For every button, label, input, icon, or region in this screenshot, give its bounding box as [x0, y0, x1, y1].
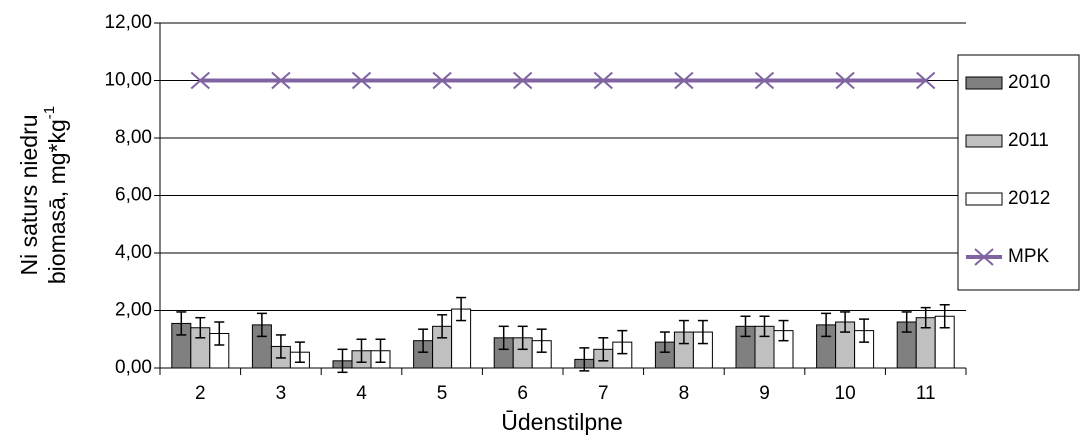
error-bar — [821, 312, 832, 338]
legend-swatch — [965, 76, 1003, 90]
error-bar — [437, 314, 448, 339]
error-bar — [697, 319, 708, 345]
error-bar — [256, 312, 267, 338]
error-bar — [456, 296, 467, 322]
y-tick-label: 0,00 — [115, 357, 152, 378]
x-tick-label: 6 — [517, 383, 528, 404]
x-tick-label: 8 — [679, 383, 690, 404]
error-bar — [294, 341, 305, 363]
line-marker — [916, 71, 936, 90]
error-bar — [901, 311, 912, 333]
legend-label: MPK — [1008, 246, 1050, 267]
y-axis-label-sup: -1 — [41, 106, 58, 119]
marker-x — [432, 71, 452, 90]
legend-swatch — [965, 192, 1003, 206]
error-bar — [759, 315, 770, 338]
error-bar — [859, 318, 870, 343]
x-axis-label: Ūdenstilpne — [501, 409, 622, 435]
error-bar — [740, 315, 751, 338]
x-tick-label: 7 — [598, 383, 609, 404]
error-bar — [598, 337, 609, 362]
x-tick-label: 2 — [195, 383, 206, 404]
y-tick-label: 10,00 — [104, 70, 152, 91]
legend-swatch — [965, 134, 1003, 148]
error-bar — [195, 316, 206, 339]
marker-x — [674, 71, 694, 90]
marker-x — [916, 71, 936, 90]
legend-label: 2012 — [1008, 188, 1050, 209]
error-bar — [678, 319, 689, 345]
error-bar — [498, 325, 509, 351]
error-bar — [517, 325, 528, 351]
error-bar — [659, 331, 670, 353]
error-bar — [617, 329, 628, 355]
line-marker — [674, 71, 694, 90]
line-marker — [754, 71, 775, 90]
line-marker — [593, 71, 613, 90]
y-tick-label: 2,00 — [115, 300, 152, 321]
legend-label: 2010 — [1008, 72, 1050, 93]
y-axis-label-text: biomasā, mg*kg — [44, 119, 70, 284]
error-bar — [375, 338, 386, 363]
marker-x — [593, 71, 613, 90]
y-tick-label: 12,00 — [104, 12, 152, 33]
marker-x — [754, 71, 775, 90]
y-tick-label: 8,00 — [115, 127, 152, 148]
line-marker — [835, 71, 855, 90]
marker-x — [835, 71, 855, 90]
y-tick-label: 4,00 — [115, 242, 152, 263]
x-tick-label: 11 — [916, 383, 936, 404]
line-marker — [271, 71, 291, 90]
error-bar — [214, 321, 225, 346]
marker-x — [271, 71, 291, 90]
line-marker — [351, 71, 372, 90]
line-marker — [432, 71, 452, 90]
x-tick-label: 10 — [835, 383, 856, 404]
x-tick-label: 3 — [276, 383, 287, 404]
marker-x — [351, 71, 372, 90]
y-tick-label: 6,00 — [115, 185, 152, 206]
error-bar — [840, 311, 851, 333]
error-bar — [536, 328, 547, 353]
x-tick-label: 4 — [356, 383, 367, 404]
error-bar — [778, 319, 789, 342]
y-axis-label: Ni saturs niedru — [16, 114, 42, 275]
x-tick-label: 5 — [437, 383, 448, 404]
line-marker — [513, 71, 533, 90]
y-axis-label: biomasā, mg*kg-1 — [41, 106, 70, 284]
error-bar — [579, 347, 590, 372]
marker-x — [190, 71, 210, 90]
x-tick-label: 9 — [759, 383, 770, 404]
legend-marker — [974, 248, 994, 266]
error-bar — [920, 306, 931, 329]
error-bar — [356, 338, 367, 363]
error-bar — [176, 311, 187, 336]
error-bar — [275, 334, 286, 359]
line-marker — [190, 71, 210, 90]
legend-label: 2011 — [1008, 130, 1049, 151]
marker-x — [513, 71, 533, 90]
error-bar — [939, 304, 950, 329]
error-bar — [418, 328, 429, 353]
